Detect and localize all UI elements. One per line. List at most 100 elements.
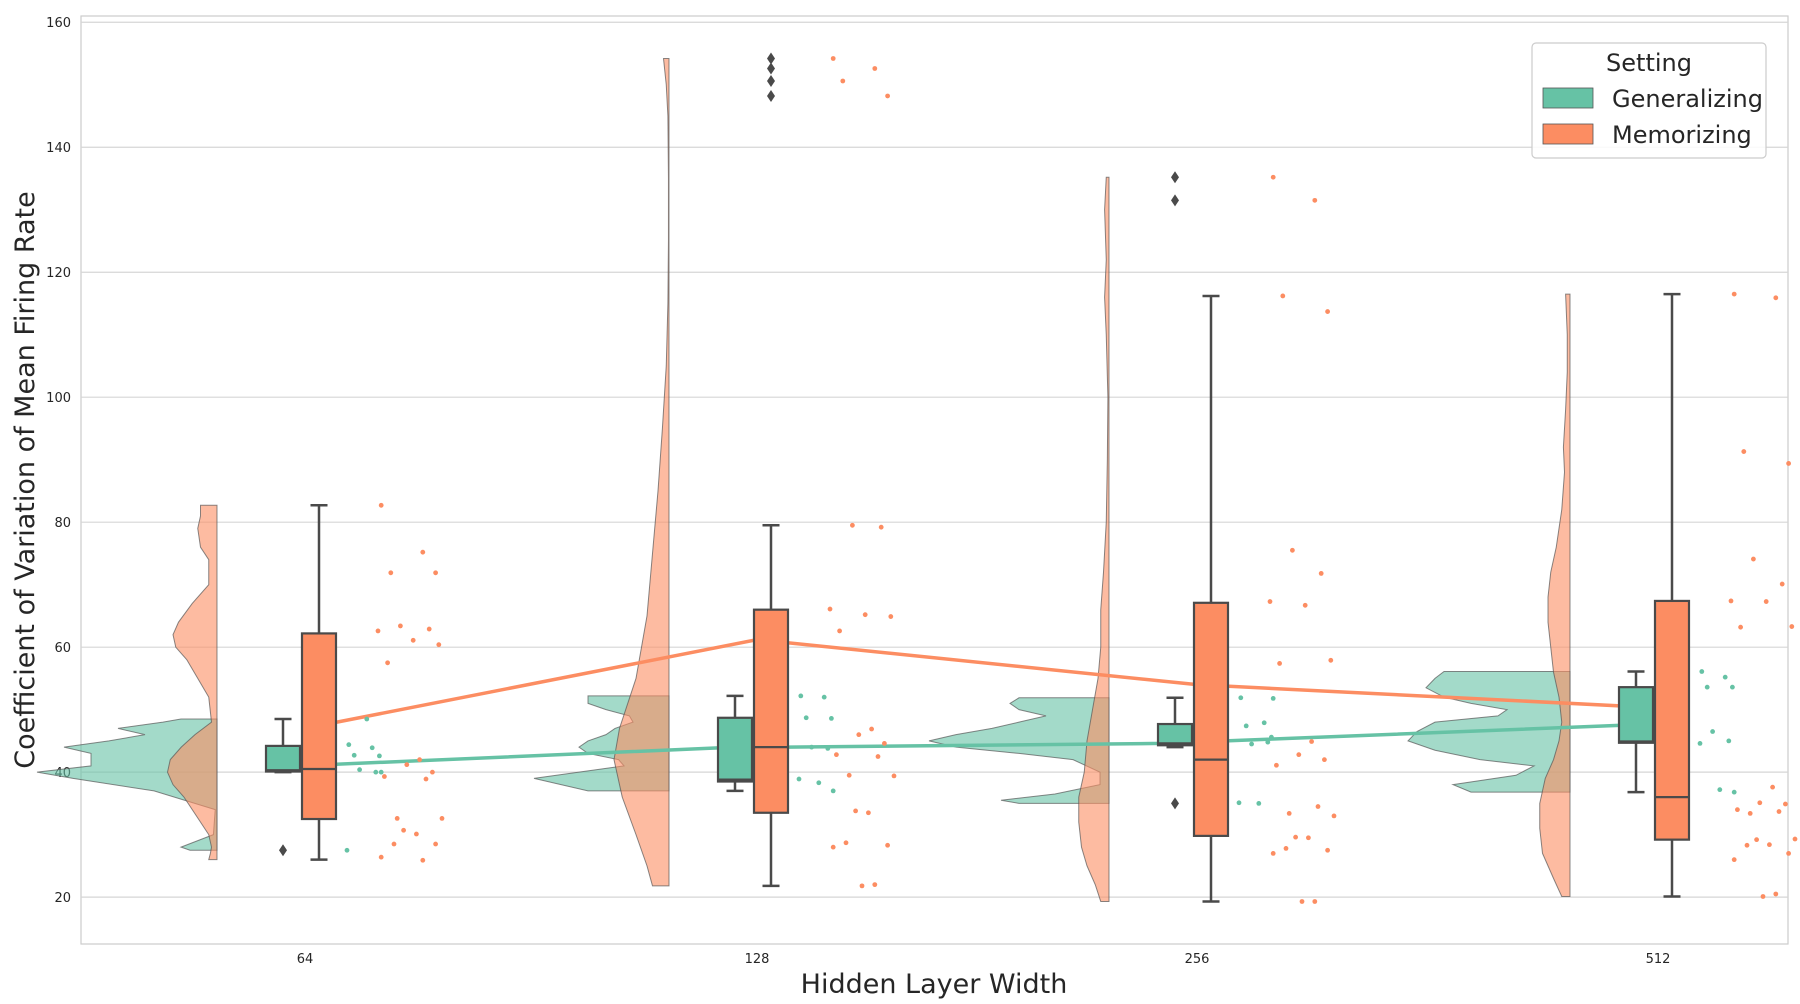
- point-generalizing: [346, 742, 352, 748]
- box-generalizing: [1156, 171, 1194, 810]
- point-memorizing: [401, 827, 406, 833]
- point-memorizing: [888, 614, 894, 619]
- point-memorizing: [1786, 850, 1791, 856]
- point-generalizing: [1699, 669, 1705, 674]
- point-memorizing: [1728, 598, 1734, 604]
- point-memorizing: [1331, 813, 1337, 819]
- point-memorizing: [1315, 804, 1321, 809]
- y-tick-labels: 20406080100120140160: [46, 16, 71, 906]
- point-memorizing: [827, 606, 833, 612]
- point-memorizing: [1328, 657, 1334, 663]
- point-memorizing: [840, 78, 846, 84]
- density-generalizing: [36, 718, 218, 851]
- point-memorizing: [1312, 197, 1318, 203]
- box-memorizing: [300, 504, 338, 861]
- point-generalizing: [803, 715, 809, 721]
- point-memorizing: [1760, 894, 1766, 899]
- point-memorizing: [1274, 762, 1279, 768]
- point-memorizing: [834, 752, 839, 758]
- box-memorizing: [1653, 292, 1691, 898]
- outlier-marker: [279, 844, 287, 857]
- point-memorizing: [1773, 891, 1779, 897]
- outlier-marker: [1171, 797, 1179, 810]
- point-memorizing: [420, 549, 426, 555]
- point-memorizing: [872, 66, 878, 71]
- point-memorizing: [388, 570, 394, 576]
- point-memorizing: [843, 840, 849, 846]
- legend: Setting Generalizing Memorizing: [1531, 42, 1767, 159]
- point-memorizing: [1776, 809, 1782, 814]
- outlier-marker: [767, 62, 775, 75]
- point-generalizing: [1704, 684, 1710, 690]
- point-memorizing: [1763, 599, 1769, 604]
- point-memorizing: [1789, 624, 1795, 629]
- point-memorizing: [1290, 547, 1295, 553]
- x-tick-labels: 64 128 256 512: [297, 952, 1671, 967]
- point-generalizing: [1261, 720, 1267, 726]
- point-memorizing: [430, 769, 435, 775]
- box-body: [1617, 686, 1655, 744]
- x-tick-label: 256: [1185, 952, 1210, 967]
- point-memorizing: [1325, 847, 1330, 853]
- point-generalizing: [1238, 695, 1244, 701]
- point-memorizing: [1322, 757, 1327, 763]
- point-memorizing: [1277, 661, 1282, 666]
- outlier-marker: [1171, 171, 1179, 184]
- point-generalizing: [816, 780, 822, 786]
- mean-line-generalizing: [267, 723, 1624, 769]
- legend-label-generalizing: Generalizing: [1612, 85, 1763, 113]
- point-memorizing: [433, 570, 438, 576]
- point-generalizing: [1236, 800, 1242, 806]
- point-memorizing: [417, 757, 422, 763]
- density-generalizing: [928, 697, 1110, 804]
- point-generalizing: [377, 753, 382, 759]
- point-generalizing: [351, 752, 357, 758]
- legend-swatch-memorizing: [1542, 123, 1594, 145]
- point-memorizing: [426, 626, 432, 632]
- y-axis-title: Coefficient of Variation of Mean Firing …: [10, 191, 41, 768]
- point-memorizing: [1792, 836, 1798, 842]
- point-generalizing: [373, 769, 379, 775]
- point-generalizing: [798, 693, 804, 699]
- point-memorizing: [872, 882, 878, 888]
- point-memorizing: [859, 883, 865, 889]
- x-axis-title: Hidden Layer Width: [801, 969, 1068, 1000]
- legend-label-memorizing: Memorizing: [1612, 121, 1752, 149]
- legend-title: Setting: [1606, 49, 1692, 77]
- box-body: [300, 632, 338, 821]
- point-memorizing: [1270, 174, 1276, 180]
- point-generalizing: [1269, 734, 1274, 740]
- density-memorizing: [166, 504, 218, 861]
- point-memorizing: [846, 772, 852, 778]
- point-memorizing: [1747, 810, 1753, 816]
- outlier-marker: [767, 52, 775, 65]
- point-memorizing: [856, 732, 862, 738]
- box-generalizing: [716, 694, 754, 793]
- density-memorizing: [1539, 293, 1571, 898]
- point-memorizing: [850, 522, 855, 528]
- point-memorizing: [875, 754, 881, 759]
- point-generalizing: [1710, 729, 1715, 734]
- x-tick-label: 512: [1646, 952, 1671, 967]
- legend-swatch-generalizing: [1542, 87, 1594, 109]
- point-generalizing: [796, 776, 802, 782]
- point-memorizing: [378, 854, 384, 860]
- x-tick-label: 128: [745, 952, 770, 967]
- point-generalizing: [1731, 789, 1737, 795]
- point-generalizing: [1722, 674, 1728, 680]
- point-memorizing: [1299, 899, 1305, 904]
- point-memorizing: [1267, 599, 1273, 604]
- point-memorizing: [869, 726, 874, 732]
- y-tick-label: 20: [54, 891, 71, 906]
- point-generalizing: [1717, 787, 1723, 793]
- gridlines: [81, 21, 1788, 898]
- point-memorizing: [866, 810, 871, 816]
- point-memorizing: [1270, 850, 1276, 856]
- point-memorizing: [1770, 784, 1775, 790]
- point-memorizing: [1306, 835, 1311, 841]
- point-memorizing: [885, 93, 890, 99]
- point-memorizing: [378, 502, 384, 508]
- box-memorizing: [752, 52, 790, 888]
- point-generalizing: [1243, 723, 1249, 729]
- mean-line-memorizing: [303, 637, 1660, 731]
